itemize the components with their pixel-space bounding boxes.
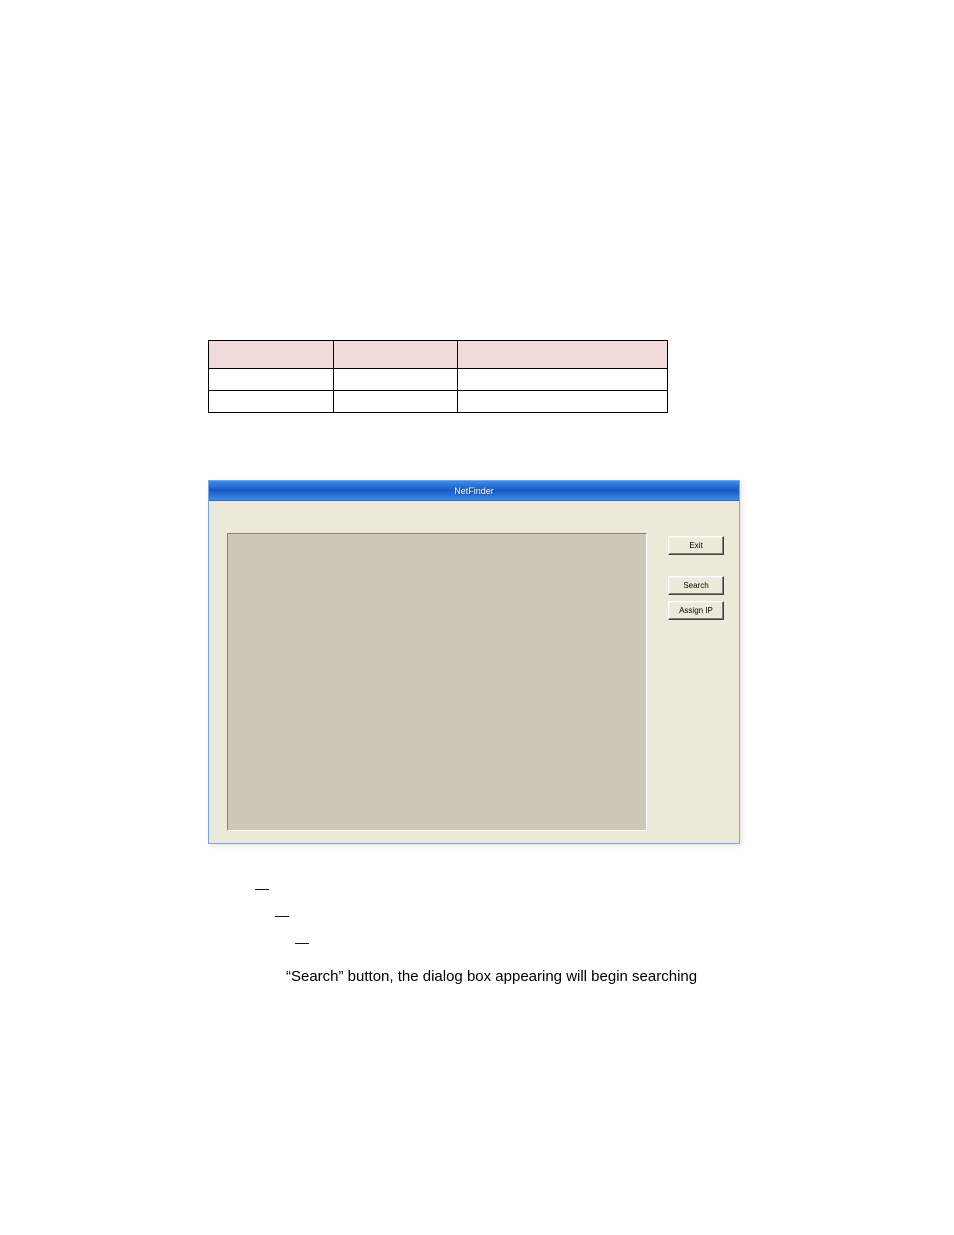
table-cell xyxy=(209,391,334,413)
assign-ip-button[interactable]: Assign IP xyxy=(668,601,724,620)
table-cell xyxy=(458,391,668,413)
bullet-dash: — xyxy=(295,934,309,950)
table-header-row xyxy=(209,341,668,369)
bullet-dash: — xyxy=(275,907,289,923)
exit-button[interactable]: Exit xyxy=(668,536,724,555)
table-cell xyxy=(458,369,668,391)
bullet-dash: — xyxy=(255,880,269,896)
search-button[interactable]: Search xyxy=(668,576,724,595)
results-panel xyxy=(227,533,647,831)
table-header-cell xyxy=(458,341,668,369)
dialog-titlebar[interactable]: NetFinder xyxy=(209,481,739,501)
table-cell xyxy=(209,369,334,391)
body-paragraph: “Search” button, the dialog box appearin… xyxy=(286,968,697,985)
table-row xyxy=(209,369,668,391)
table-header-cell xyxy=(333,341,458,369)
data-table xyxy=(208,340,668,413)
table-header-cell xyxy=(209,341,334,369)
table-row xyxy=(209,391,668,413)
netfinder-dialog: NetFinder Exit Search Assign IP xyxy=(208,480,740,844)
table-cell xyxy=(333,369,458,391)
dialog-title: NetFinder xyxy=(454,486,494,496)
table-cell xyxy=(333,391,458,413)
dialog-body: Exit Search Assign IP xyxy=(209,501,739,843)
